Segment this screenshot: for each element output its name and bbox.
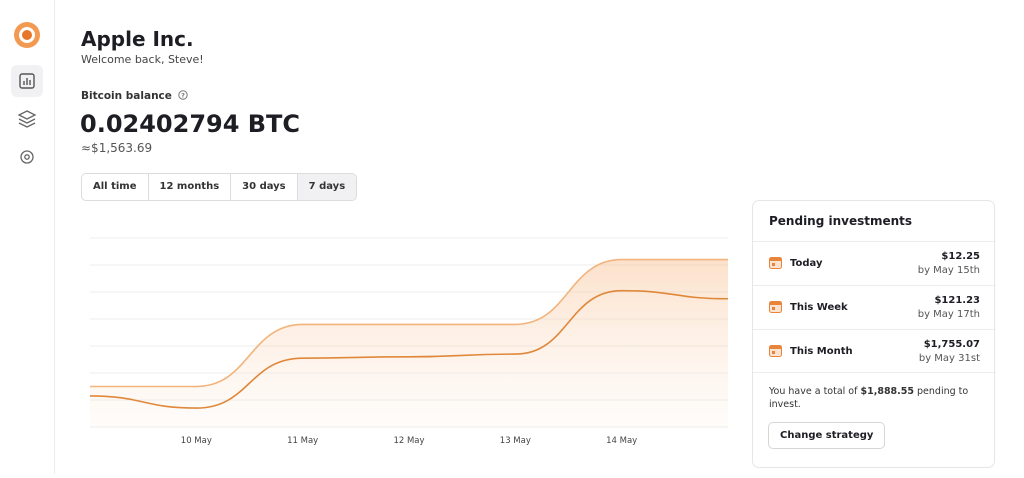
line bbox=[90, 258, 728, 388]
welcome: Welcome back, Steve! bbox=[81, 53, 204, 66]
range-tab[interactable]: All time bbox=[82, 174, 149, 200]
sidebar bbox=[0, 0, 55, 474]
chart: 10 May 11 May 12 May 13 May 14 May bbox=[89, 237, 729, 446]
calendar-icon bbox=[769, 345, 782, 357]
balance-label-text: Bitcoin balance bbox=[81, 90, 172, 102]
pending-label: This Month bbox=[790, 346, 853, 357]
pending-date: by May 31st bbox=[918, 353, 980, 364]
pending-title: Pending investments bbox=[769, 214, 913, 228]
x-tick-label: 13 May bbox=[500, 436, 531, 446]
note-total: $1,888.55 bbox=[860, 386, 915, 397]
range-tab[interactable]: 7 days bbox=[297, 174, 357, 200]
pending-row: This Week $121.23 by May 17th bbox=[753, 285, 996, 329]
balance-fiat: ≈$1,563.69 bbox=[81, 141, 153, 155]
pending-note: You have a total of $1,888.55 pending to… bbox=[769, 385, 984, 411]
pending-row: Today $12.25 by May 15th bbox=[753, 241, 996, 285]
help-icon[interactable]: ? bbox=[177, 90, 188, 100]
line bbox=[89, 289, 729, 409]
note-text: pending to invest. bbox=[769, 386, 969, 410]
nav-layers[interactable] bbox=[17, 110, 37, 128]
note-text: You have a total of bbox=[769, 386, 858, 397]
x-tick-label: 12 May bbox=[393, 436, 424, 446]
balance-label: Bitcoin balance ? bbox=[81, 90, 188, 102]
x-tick-label: 11 May bbox=[287, 436, 318, 446]
sidebar-icons bbox=[11, 22, 43, 164]
pending-row: This Month $1,755.07 by May 31st bbox=[753, 329, 996, 373]
pending-date: by May 15th bbox=[917, 265, 980, 276]
pending-label: This Week bbox=[790, 302, 848, 313]
balance-amount: 0.02402794 BTC bbox=[80, 110, 301, 138]
svg-text:?: ? bbox=[181, 92, 185, 100]
pending-amount: $121.23 bbox=[934, 295, 980, 306]
pending-card: Pending investments Today $12.25 by May 15… bbox=[752, 200, 996, 468]
pending-date: by May 17th bbox=[917, 309, 980, 320]
pending-label: Today bbox=[790, 258, 823, 269]
area bbox=[90, 259, 728, 427]
calendar-icon bbox=[769, 257, 782, 269]
pending-amount: $12.25 bbox=[941, 251, 980, 262]
page-title: Apple Inc. bbox=[81, 27, 194, 51]
range-tab[interactable]: 30 days bbox=[231, 174, 298, 200]
pending-amount: $1,755.07 bbox=[923, 339, 980, 350]
range-tab[interactable]: 12 months bbox=[149, 174, 232, 200]
calendar-icon bbox=[769, 301, 782, 313]
x-tick-label: 10 May bbox=[181, 436, 212, 446]
range-tabs: All time 12 months 30 days 7 days bbox=[81, 173, 358, 201]
nav-settings[interactable] bbox=[20, 150, 34, 164]
x-tick-label: 14 May bbox=[606, 436, 637, 446]
change-strategy-button[interactable]: Change strategy bbox=[768, 422, 886, 449]
